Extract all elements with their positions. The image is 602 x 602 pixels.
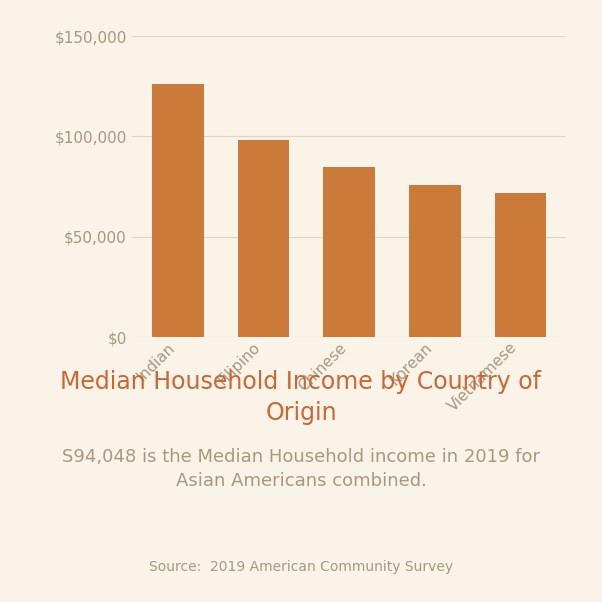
Text: Source:  2019 American Community Survey: Source: 2019 American Community Survey [149, 560, 453, 574]
Text: Median Household Income by Country of
Origin: Median Household Income by Country of Or… [60, 370, 542, 425]
Bar [152, 84, 203, 337]
Bar [409, 185, 461, 337]
Bar [238, 140, 289, 337]
Bar [323, 167, 375, 337]
Text: S94,048 is the Median Household income in 2019 for
Asian Americans combined.: S94,048 is the Median Household income i… [62, 448, 540, 490]
Bar [495, 193, 546, 337]
